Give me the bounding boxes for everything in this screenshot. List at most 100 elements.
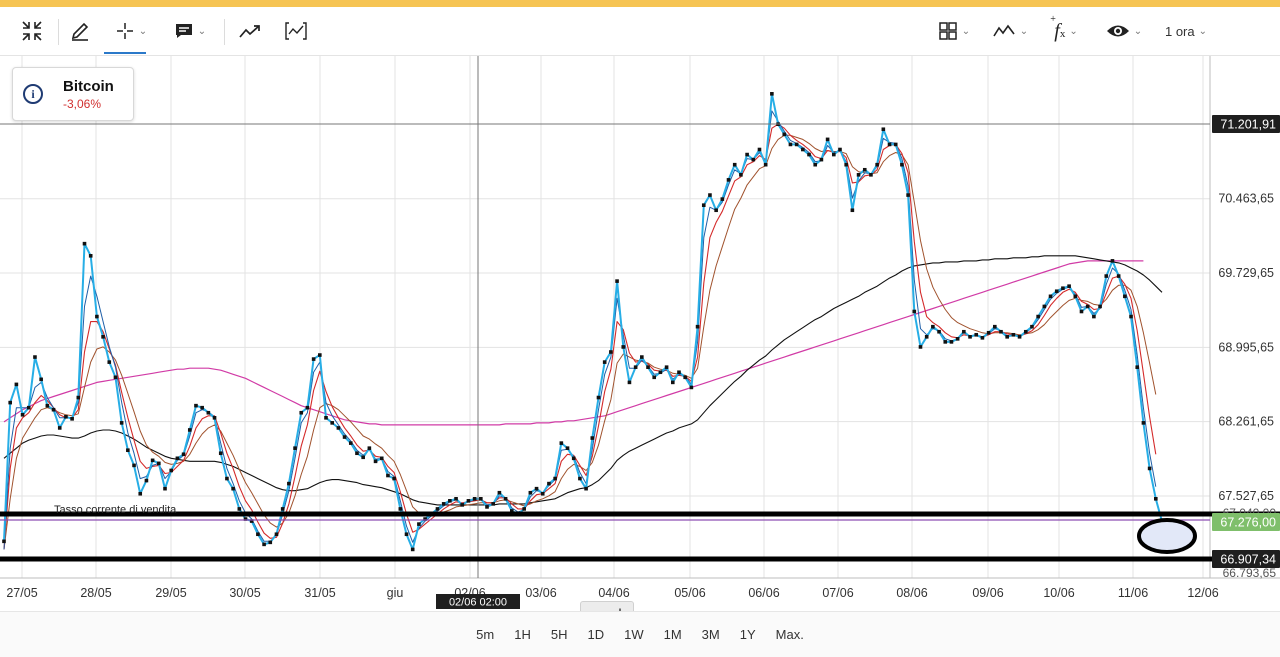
price-point bbox=[732, 162, 737, 167]
trend-button[interactable] bbox=[234, 7, 266, 55]
price-point bbox=[256, 532, 260, 537]
price-point bbox=[404, 532, 409, 537]
x-tick-label: 12/06 bbox=[1187, 586, 1218, 600]
price-point bbox=[194, 403, 198, 408]
price-point bbox=[980, 336, 985, 340]
price-point bbox=[410, 547, 415, 552]
price-point bbox=[949, 340, 954, 344]
price-point bbox=[881, 127, 886, 132]
price-point bbox=[386, 473, 390, 478]
comment-icon bbox=[175, 24, 192, 38]
range-button-max[interactable]: Max. bbox=[775, 627, 804, 642]
price-point bbox=[268, 540, 273, 545]
price-point bbox=[937, 329, 941, 334]
price-point bbox=[274, 532, 279, 537]
low-price-label: 66.907,34 bbox=[1220, 553, 1276, 567]
range-button-1d[interactable]: 1D bbox=[587, 627, 605, 642]
price-point bbox=[770, 92, 774, 96]
layout-grid-icon bbox=[939, 22, 957, 40]
x-tick-label: 31/05 bbox=[304, 586, 335, 600]
symbol-info-card[interactable]: i Bitcoin -3,06% bbox=[12, 67, 134, 121]
top-accent-strip bbox=[0, 0, 1280, 7]
pencil-button[interactable] bbox=[66, 7, 94, 55]
interval-dropdown[interactable]: 1 ora ⌄ bbox=[1158, 7, 1214, 55]
price-point bbox=[757, 147, 762, 152]
price-point bbox=[1154, 496, 1158, 501]
range-button-5m[interactable]: 5m bbox=[476, 627, 495, 642]
price-point bbox=[392, 476, 396, 481]
price-point bbox=[924, 335, 929, 339]
price-point bbox=[293, 446, 297, 450]
current-price-label: 67.276,00 bbox=[1220, 516, 1276, 530]
price-point bbox=[33, 355, 37, 359]
price-point bbox=[578, 476, 582, 481]
ma-brown-line bbox=[3, 134, 1157, 550]
price-point bbox=[745, 152, 749, 157]
price-point bbox=[906, 193, 910, 197]
price-point bbox=[801, 147, 805, 152]
price-point bbox=[807, 152, 811, 157]
range-button-1m[interactable]: 1M bbox=[663, 627, 682, 642]
function-button[interactable]: + fx ⌄ bbox=[1042, 7, 1090, 55]
price-point bbox=[763, 162, 768, 167]
price-point bbox=[126, 448, 130, 453]
comment-button[interactable]: ⌄ bbox=[166, 7, 214, 55]
price-point bbox=[584, 486, 588, 491]
price-point bbox=[231, 486, 235, 491]
symbol-name: Bitcoin bbox=[63, 78, 114, 95]
price-point bbox=[664, 365, 669, 369]
price-point bbox=[602, 360, 607, 364]
price-point bbox=[819, 157, 824, 162]
chart-type-button[interactable]: ⌄ bbox=[986, 7, 1034, 55]
x-tick-label: 11/06 bbox=[1118, 586, 1148, 600]
layout-button[interactable]: ⌄ bbox=[932, 7, 976, 55]
visibility-button[interactable]: ⌄ bbox=[1100, 7, 1148, 55]
price-point bbox=[441, 502, 446, 506]
price-point bbox=[999, 329, 1003, 334]
fullscreen-exit-button[interactable] bbox=[14, 7, 50, 55]
crosshair-date-label: 02/06 02:00 bbox=[449, 597, 507, 609]
price-point bbox=[503, 496, 508, 501]
price-point bbox=[163, 486, 167, 491]
price-point bbox=[262, 542, 266, 547]
price-point bbox=[627, 380, 632, 385]
price-point bbox=[844, 162, 848, 167]
chevron-down-icon: ⌄ bbox=[197, 25, 207, 37]
price-point bbox=[287, 481, 291, 486]
price-point bbox=[1104, 274, 1109, 278]
chart-toolbar: ⌄ ⌄ ⌄ ⌄ + fx ⌄ bbox=[0, 7, 1280, 56]
chevron-down-icon: ⌄ bbox=[1198, 25, 1208, 37]
price-point bbox=[714, 208, 718, 213]
crosshair-button[interactable]: ⌄ bbox=[108, 7, 154, 55]
eye-icon bbox=[1106, 25, 1129, 37]
price-point bbox=[101, 335, 105, 339]
range-button-1w[interactable]: 1W bbox=[624, 627, 644, 642]
range-button-3m[interactable]: 3M bbox=[701, 627, 720, 642]
price-point bbox=[683, 375, 687, 380]
price-point bbox=[1110, 259, 1115, 263]
chevron-down-icon: ⌄ bbox=[1069, 25, 1078, 37]
range-button-5h[interactable]: 5H bbox=[550, 627, 568, 642]
price-point bbox=[1054, 289, 1059, 294]
price-point bbox=[280, 507, 285, 511]
range-button-1y[interactable]: 1Y bbox=[739, 627, 756, 642]
price-point bbox=[218, 451, 223, 456]
indicator-button[interactable] bbox=[280, 7, 312, 55]
price-point bbox=[82, 241, 87, 246]
price-point bbox=[20, 412, 25, 417]
price-point bbox=[132, 463, 136, 468]
price-point bbox=[658, 370, 663, 375]
price-chart[interactable]: Tasso corrente di vendita 70.463,65 69.72… bbox=[0, 56, 1280, 655]
price-point bbox=[379, 456, 384, 461]
price-point bbox=[782, 132, 787, 137]
price-point bbox=[831, 152, 836, 157]
price-point bbox=[479, 496, 483, 501]
price-point bbox=[943, 340, 948, 344]
chart-svg[interactable]: Tasso corrente di vendita 70.463,65 69.72… bbox=[0, 56, 1280, 610]
price-point bbox=[330, 421, 335, 425]
price-point bbox=[652, 375, 657, 380]
price-point bbox=[57, 426, 62, 430]
chevron-down-icon: ⌄ bbox=[961, 25, 971, 37]
range-button-1h[interactable]: 1H bbox=[514, 627, 531, 642]
function-icon: + fx bbox=[1050, 13, 1066, 42]
